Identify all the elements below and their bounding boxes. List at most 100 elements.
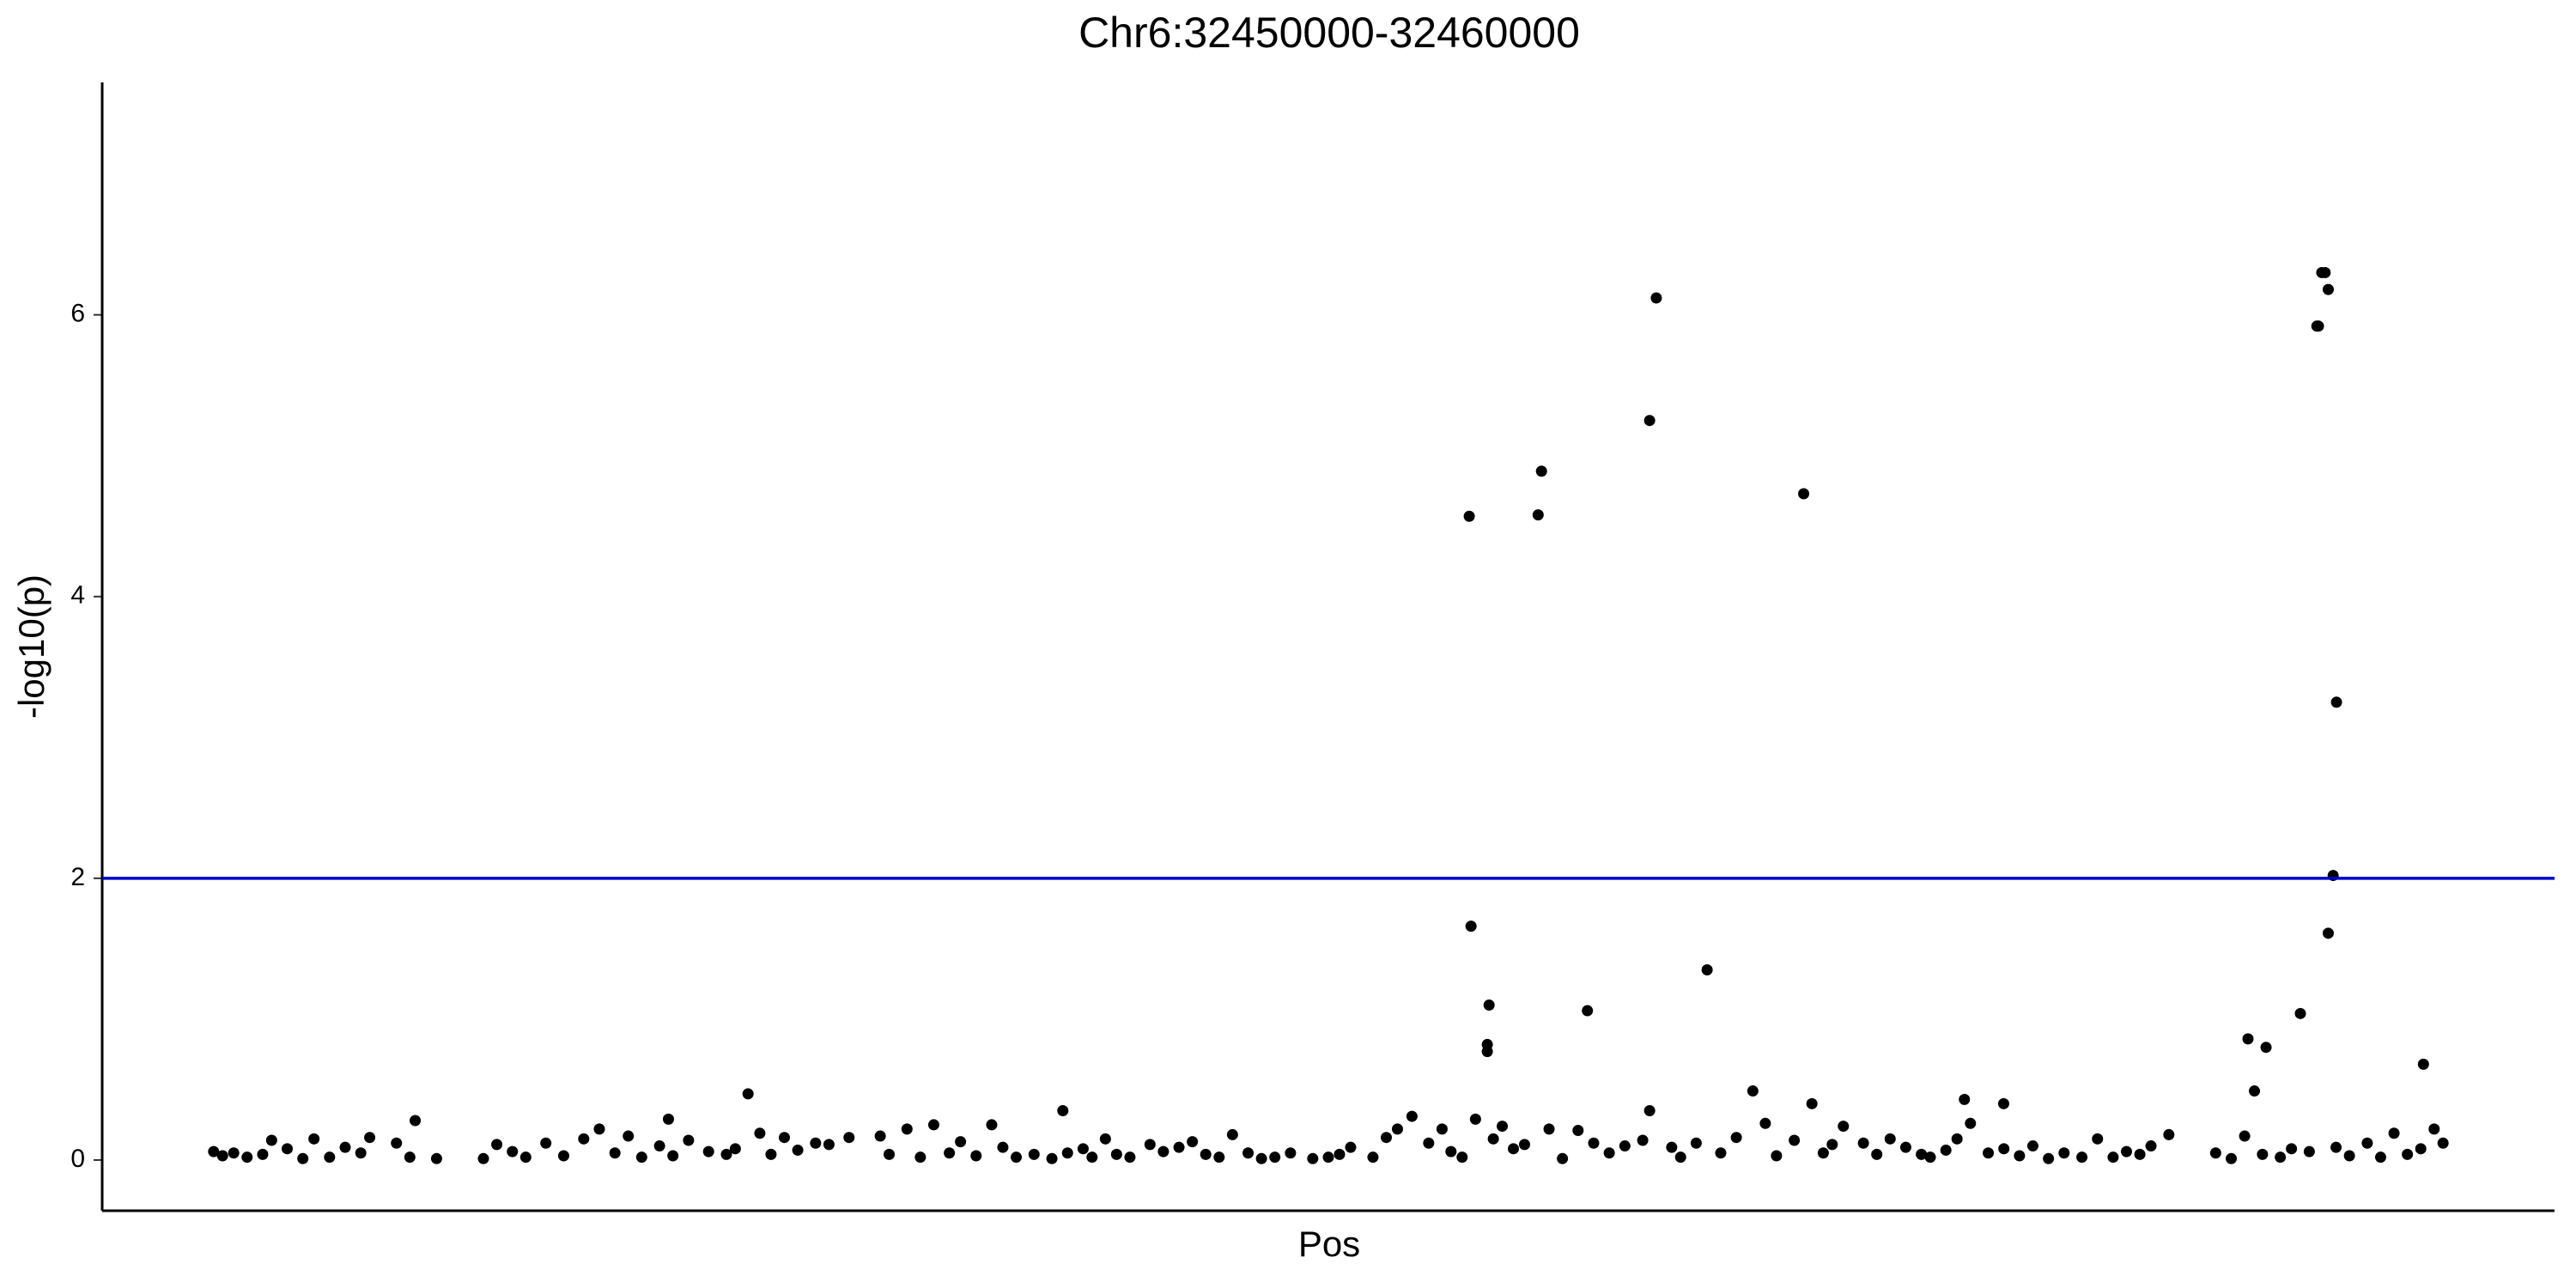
point <box>2311 320 2323 332</box>
point <box>208 1145 220 1157</box>
point <box>410 1115 422 1127</box>
point <box>944 1147 956 1159</box>
point <box>792 1144 804 1156</box>
point <box>2014 1150 2026 1162</box>
point <box>593 1123 605 1135</box>
point <box>1690 1137 1702 1149</box>
point <box>1469 1113 1481 1125</box>
point <box>308 1133 320 1145</box>
point <box>2415 1143 2427 1155</box>
point <box>1436 1123 1448 1135</box>
point <box>1543 1123 1555 1135</box>
point <box>970 1150 982 1162</box>
point <box>557 1150 569 1162</box>
point <box>1965 1117 1977 1129</box>
point <box>364 1132 376 1144</box>
point <box>1213 1151 1225 1163</box>
point <box>391 1137 403 1149</box>
point <box>1173 1141 1185 1153</box>
point <box>901 1123 913 1135</box>
point <box>2294 1007 2306 1019</box>
point <box>1643 415 1656 427</box>
point <box>2107 1151 2119 1163</box>
point <box>1367 1151 1379 1163</box>
point <box>653 1140 665 1152</box>
point <box>1557 1152 1569 1164</box>
y-tick-label: 0 <box>70 1145 85 1173</box>
point <box>1242 1147 1255 1159</box>
point <box>1838 1121 1850 1133</box>
point <box>1798 488 1810 500</box>
point <box>430 1152 442 1164</box>
point <box>1061 1147 1073 1159</box>
point <box>778 1132 790 1144</box>
point <box>281 1143 293 1155</box>
point <box>2242 1033 2254 1045</box>
point <box>1391 1123 1403 1135</box>
point <box>1771 1150 1783 1162</box>
point <box>216 1150 228 1162</box>
y-axis-title: -log10(p) <box>11 574 52 719</box>
point <box>1817 1147 1829 1159</box>
point <box>1144 1139 1156 1151</box>
point <box>1582 1005 1594 1017</box>
point <box>1759 1117 1771 1129</box>
point <box>2330 696 2342 708</box>
point <box>1747 1085 1759 1097</box>
point <box>1269 1151 1281 1163</box>
point <box>2145 1140 2157 1152</box>
point <box>2330 1141 2342 1153</box>
point <box>1011 1151 1023 1163</box>
point <box>1643 1105 1656 1117</box>
point <box>2257 1148 2269 1160</box>
point <box>1959 1093 1971 1105</box>
point <box>1806 1097 1818 1109</box>
point <box>1423 1137 1435 1149</box>
point <box>986 1119 998 1131</box>
point <box>1997 1097 2009 1109</box>
point <box>507 1145 519 1157</box>
point <box>1028 1148 1040 1160</box>
point <box>1481 1046 1493 1058</box>
point <box>2303 1145 2315 1157</box>
point <box>1483 999 1495 1011</box>
point <box>1046 1152 1058 1164</box>
point <box>1532 509 1544 521</box>
point <box>2163 1128 2175 1140</box>
point <box>2388 1127 2400 1139</box>
point <box>1057 1105 1069 1117</box>
point <box>2417 1058 2429 1070</box>
point <box>874 1130 886 1142</box>
y-tick-label: 6 <box>70 300 85 328</box>
point <box>914 1151 927 1163</box>
point <box>1518 1139 1530 1151</box>
point <box>1322 1151 1334 1163</box>
point <box>540 1137 552 1149</box>
point <box>1226 1128 1238 1140</box>
point <box>2316 266 2328 278</box>
point <box>1124 1151 1136 1163</box>
point <box>955 1136 967 1148</box>
point <box>2260 1042 2272 1054</box>
point <box>355 1147 367 1159</box>
point <box>228 1147 240 1159</box>
point <box>2239 1130 2251 1142</box>
point <box>1674 1151 1686 1163</box>
point <box>1255 1152 1267 1164</box>
point <box>2076 1151 2088 1163</box>
point <box>927 1119 939 1131</box>
point <box>1445 1145 1457 1157</box>
point <box>2343 1150 2355 1162</box>
point <box>1899 1141 1911 1153</box>
point <box>609 1147 621 1159</box>
point <box>1951 1133 1963 1145</box>
point <box>1637 1134 1649 1146</box>
point <box>477 1152 489 1164</box>
point <box>997 1141 1009 1153</box>
point <box>265 1134 277 1146</box>
point <box>2092 1133 2104 1145</box>
point <box>2209 1147 2221 1159</box>
point <box>662 1113 674 1125</box>
point <box>1572 1124 1584 1136</box>
point <box>1345 1141 1357 1153</box>
